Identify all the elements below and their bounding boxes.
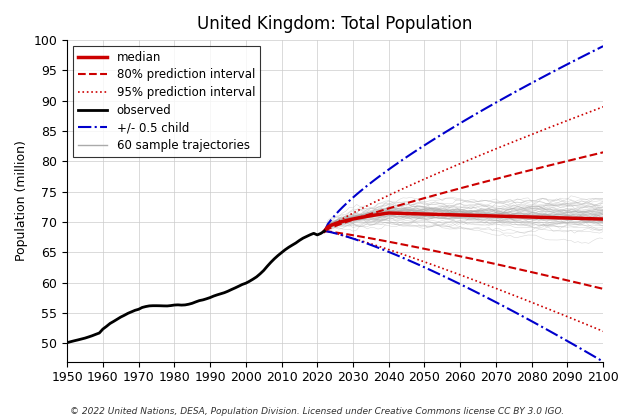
Title: United Kingdom: Total Population: United Kingdom: Total Population bbox=[197, 15, 473, 33]
Y-axis label: Population (million): Population (million) bbox=[15, 141, 28, 261]
Legend: median, 80% prediction interval, 95% prediction interval, observed, +/- 0.5 chil: median, 80% prediction interval, 95% pre… bbox=[73, 46, 260, 157]
Text: © 2022 United Nations, DESA, Population Division. Licensed under Creative Common: © 2022 United Nations, DESA, Population … bbox=[70, 407, 564, 416]
